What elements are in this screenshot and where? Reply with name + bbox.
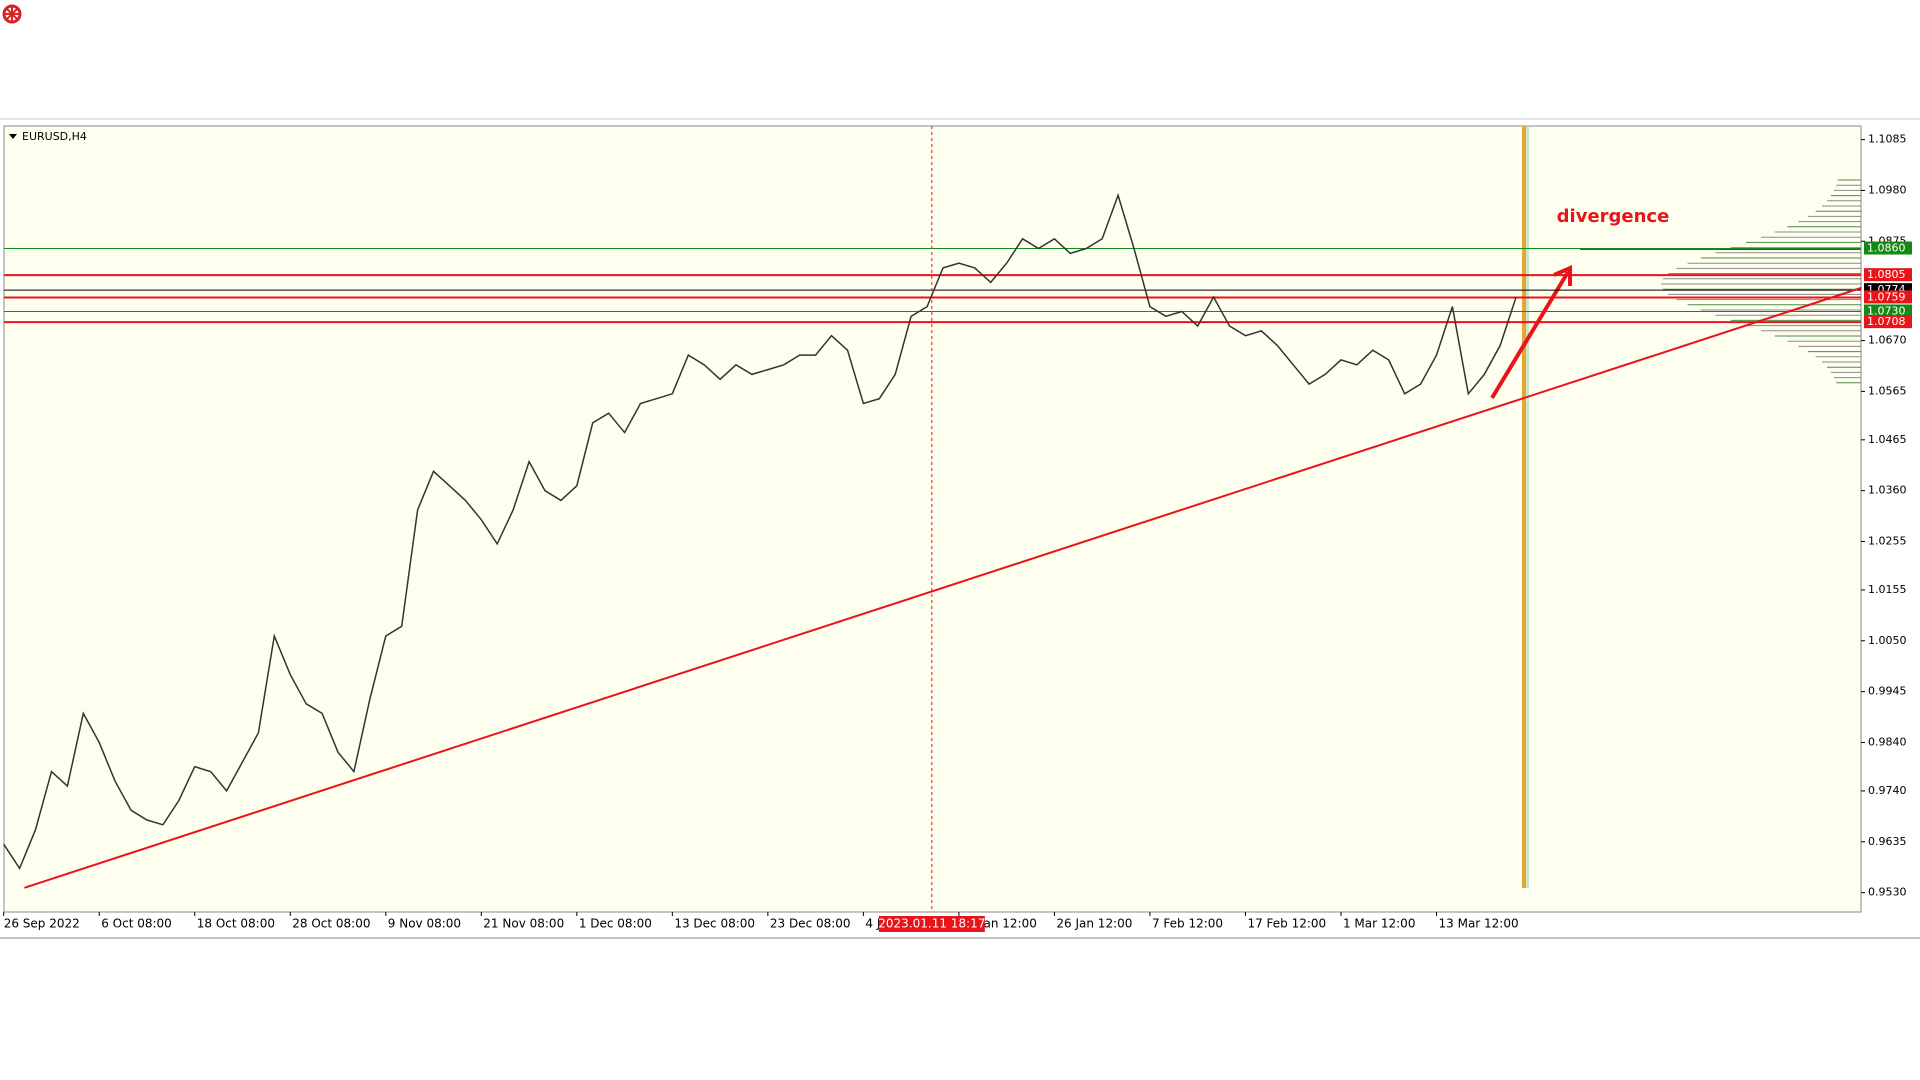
y-tick-label: 1.0050 — [1868, 634, 1907, 647]
x-tick-label: 21 Nov 08:00 — [483, 917, 564, 931]
y-tick-label: 0.9945 — [1868, 685, 1907, 698]
x-tick-label: 17 Feb 12:00 — [1247, 917, 1326, 931]
x-tick-label: 1 Dec 08:00 — [579, 917, 652, 931]
x-tick-label: 26 Jan 12:00 — [1056, 917, 1132, 931]
price-line — [3, 192, 1517, 870]
price-level-tag — [1864, 290, 1912, 304]
cursor-time-tag — [878, 916, 985, 932]
current-bar-band — [1522, 126, 1526, 888]
symbol-label: EURUSD,H4 — [22, 130, 87, 143]
trendline — [24, 286, 1862, 889]
plot-area — [3, 125, 1862, 913]
x-tick-label: 1 Mar 12:00 — [1343, 917, 1416, 931]
y-tick-label: 1.0155 — [1868, 583, 1907, 596]
x-tick-label: 9 Nov 08:00 — [388, 917, 461, 931]
x-tick-label: 13 Dec 08:00 — [674, 917, 755, 931]
y-tick-label: 1.1085 — [1868, 133, 1907, 146]
x-tick-label: 13 Mar 12:00 — [1439, 917, 1519, 931]
x-tick-label: 28 Oct 08:00 — [292, 917, 370, 931]
arrow — [1490, 264, 1572, 400]
x-tick-label: 7 Feb 12:00 — [1152, 917, 1223, 931]
y-tick-label: 1.0465 — [1868, 433, 1907, 446]
price-level-label: 1.0708 — [1867, 315, 1906, 328]
cursor-time-label: 2023.01.11 18:17 — [878, 917, 985, 931]
x-tick-label: 26 Sep 2022 — [4, 917, 80, 931]
price-level-tag — [1864, 268, 1912, 282]
price-level-label: 1.0759 — [1867, 290, 1906, 303]
x-tick-label: 23 Dec 08:00 — [770, 917, 851, 931]
y-tick-label: 1.0255 — [1868, 535, 1907, 548]
price-level-label: 1.0730 — [1867, 304, 1906, 317]
price-level-tag — [1864, 304, 1912, 318]
x-tick-label: 6 Oct 08:00 — [101, 917, 172, 931]
y-tick-label: 0.9530 — [1868, 886, 1907, 899]
annotation: divergence — [1557, 206, 1670, 227]
y-tick-label: 1.0670 — [1868, 334, 1907, 347]
app-logo — [2, 4, 22, 24]
y-tick-label: 0.9635 — [1868, 835, 1907, 848]
y-tick-label: 0.9840 — [1868, 735, 1907, 748]
y-tick-label: 1.0980 — [1868, 183, 1907, 196]
y-tick-label: 0.9740 — [1868, 784, 1907, 797]
price-level-label: 1.0805 — [1867, 268, 1906, 281]
symbol-menu[interactable] — [9, 134, 17, 139]
price-level-tag — [1864, 315, 1912, 329]
y-tick-label: 1.0565 — [1868, 384, 1907, 397]
price-level-tag — [1864, 241, 1912, 255]
price-level-label: 1.0860 — [1867, 242, 1906, 255]
y-tick-label: 1.0360 — [1868, 484, 1907, 497]
current-bar-band — [1526, 126, 1529, 888]
x-tick-label: 18 Oct 08:00 — [197, 917, 275, 931]
